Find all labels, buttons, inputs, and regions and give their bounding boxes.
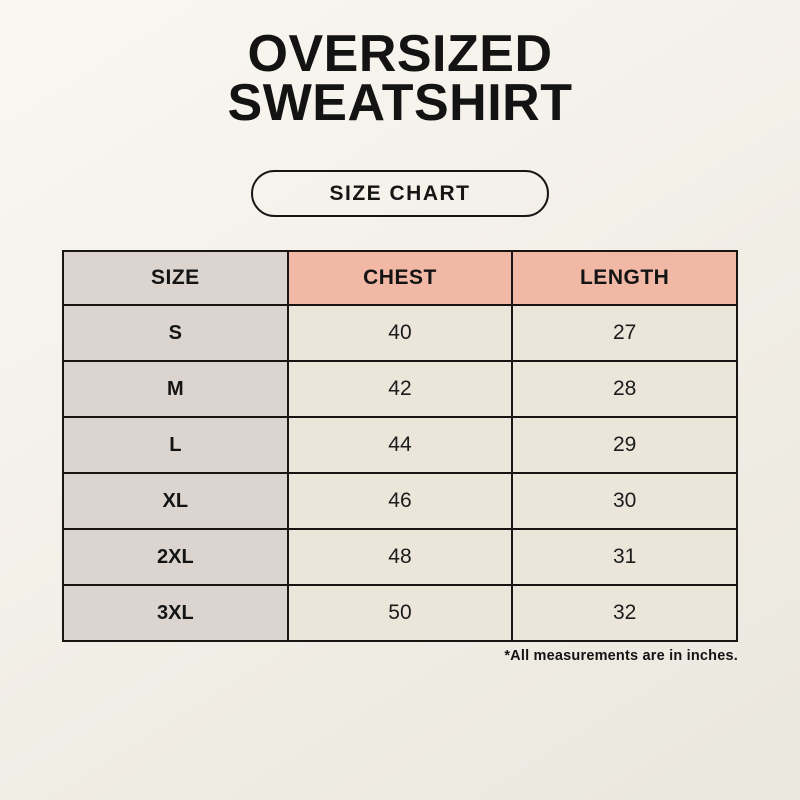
size-label: M — [62, 360, 289, 418]
size-label: 2XL — [62, 528, 289, 586]
size-chart-table: SIZE CHEST LENGTH S 40 27 M 42 28 L 44 2… — [62, 250, 738, 642]
chest-value: 48 — [286, 528, 514, 586]
size-label: L — [62, 416, 289, 474]
size-label: XL — [62, 472, 289, 530]
length-value: 31 — [511, 528, 738, 586]
chest-value: 42 — [286, 360, 514, 418]
chest-value: 50 — [286, 584, 514, 642]
size-chart-badge: SIZE CHART — [251, 170, 549, 217]
length-value: 30 — [511, 472, 738, 530]
table-row: L 44 29 — [62, 416, 738, 474]
table-row: XL 46 30 — [62, 472, 738, 530]
length-value: 27 — [511, 304, 738, 362]
table-row: 2XL 48 31 — [62, 528, 738, 586]
length-value: 29 — [511, 416, 738, 474]
column-header-chest: CHEST — [286, 250, 514, 306]
page-title: OVERSIZED SWEATSHIRT — [227, 25, 573, 132]
page-title-line1: OVERSIZED — [247, 25, 553, 83]
table-row: M 42 28 — [62, 360, 738, 418]
page-title-line2: SWEATSHIRT — [227, 74, 573, 132]
size-label: S — [62, 304, 289, 362]
length-value: 28 — [511, 360, 738, 418]
chest-value: 46 — [286, 472, 514, 530]
table-row: 3XL 50 32 — [62, 584, 738, 642]
measurements-footnote: *All measurements are in inches. — [504, 648, 738, 664]
length-value: 32 — [511, 584, 738, 642]
size-label: 3XL — [62, 584, 289, 642]
size-chart-badge-label: SIZE CHART — [329, 181, 471, 205]
table-row: S 40 27 — [62, 304, 738, 362]
chest-value: 44 — [286, 416, 514, 474]
chest-value: 40 — [286, 304, 514, 362]
table-header-row: SIZE CHEST LENGTH — [62, 250, 738, 306]
column-header-size: SIZE — [62, 250, 289, 306]
column-header-length: LENGTH — [511, 250, 738, 306]
